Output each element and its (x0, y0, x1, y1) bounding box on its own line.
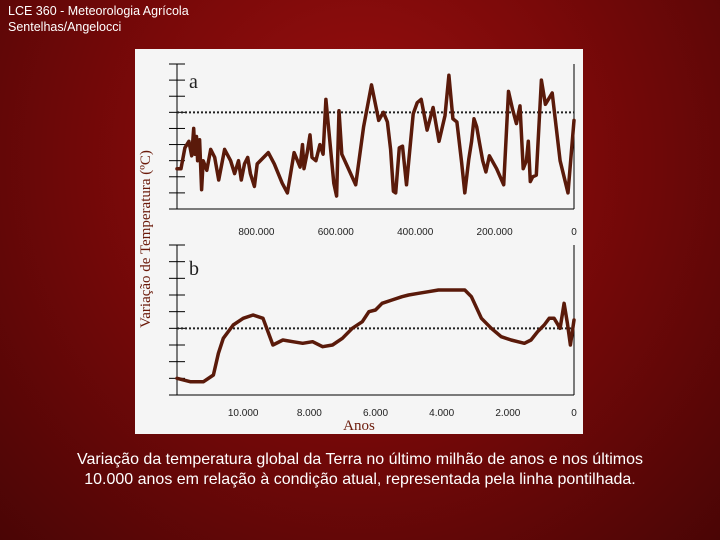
y-axis-label: Variação de Temperatura (ºC) (138, 150, 154, 328)
panel-b-temperature-series (175, 288, 576, 384)
panel-a-x-tick-label: 600.000 (318, 227, 355, 238)
chart-svg: Variação de Temperatura (ºC) Anos 800.00… (138, 63, 577, 434)
panel-a-temperature-series (175, 73, 576, 198)
chart-figure: Variação de Temperatura (ºC) Anos 800.00… (135, 49, 583, 434)
panel-a-panel-label: a (189, 71, 198, 93)
header-course-title: LCE 360 - Meteorologia Agrícola (8, 4, 189, 18)
header-authors: Sentelhas/Angelocci (8, 20, 122, 34)
caption-line-1: Variação da temperatura global da Terra … (77, 451, 643, 468)
panel-b-panel-label: b (189, 258, 199, 280)
header: LCE 360 - Meteorologia Agrícola Sentelha… (8, 3, 189, 35)
caption-line-2: 10.000 anos em relação à condição atual,… (84, 471, 636, 488)
panel-a-x-tick-label: 400.000 (397, 227, 434, 238)
panel-b-x-tick-label: 10.000 (228, 408, 259, 419)
panel-b-x-tick-label: 8.000 (297, 408, 322, 419)
panel-b-x-tick-label: 0 (571, 408, 577, 419)
figure-caption: Variação da temperatura global da Terra … (20, 450, 700, 490)
x-axis-label: Anos (343, 418, 375, 434)
panel-a-x-tick-label: 200.000 (477, 227, 514, 238)
panel-b-x-tick-label: 6.000 (363, 408, 388, 419)
panel-a-x-tick-label: 0 (571, 227, 577, 238)
panel-a-x-tick-label: 800.000 (238, 227, 275, 238)
panel-b-x-tick-label: 2.000 (495, 408, 520, 419)
panel-b-x-tick-label: 4.000 (429, 408, 454, 419)
